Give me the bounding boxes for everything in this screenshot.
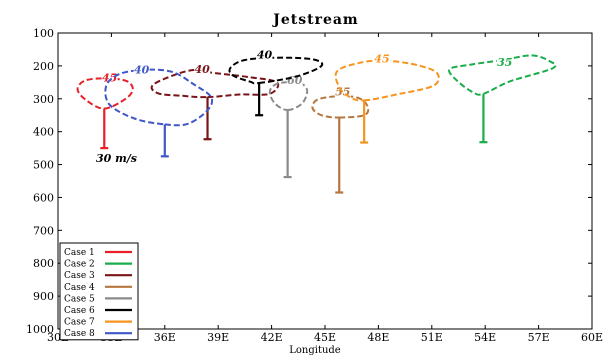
series-2: 35 bbox=[448, 54, 557, 144]
series-outline bbox=[150, 68, 280, 99]
series-value-label: 40 bbox=[134, 63, 150, 76]
legend-label: Case 8 bbox=[64, 329, 95, 339]
series-6: 40 bbox=[228, 48, 324, 117]
x-tick-label: 42E bbox=[261, 331, 283, 344]
y-tick-label: 400 bbox=[33, 126, 54, 139]
label-backdrop bbox=[373, 52, 390, 65]
series-outline bbox=[104, 68, 214, 127]
series-4: 55 bbox=[311, 85, 370, 194]
series-3: 40 bbox=[150, 63, 280, 141]
series-5: 60 bbox=[268, 73, 309, 179]
series-7: 45 bbox=[334, 52, 440, 144]
x-tick-label: 57E bbox=[528, 331, 550, 344]
y-tick-label: 900 bbox=[33, 290, 54, 303]
axis-ticks: 30E33E36E39E42E45E48E51E54E57E60E1002003… bbox=[26, 27, 603, 344]
legend-label: Case 7 bbox=[64, 318, 95, 328]
series-outline bbox=[448, 54, 557, 96]
series-8: 40 bbox=[104, 63, 214, 158]
series-value-label: 40 bbox=[195, 63, 211, 76]
y-tick-label: 100 bbox=[33, 27, 54, 40]
x-tick-label: 36E bbox=[154, 331, 176, 344]
x-tick-label: 48E bbox=[367, 331, 389, 344]
x-tick-label: 45E bbox=[314, 331, 336, 344]
legend-label: Case 4 bbox=[64, 283, 95, 293]
x-tick-label: 54E bbox=[474, 331, 496, 344]
series-outline bbox=[76, 77, 134, 110]
label-backdrop bbox=[133, 63, 150, 76]
y-tick-label: 1000 bbox=[26, 323, 54, 336]
label-backdrop bbox=[256, 48, 273, 61]
y-tick-label: 600 bbox=[33, 191, 54, 204]
series-1: 45 bbox=[76, 71, 134, 150]
chart-title: Jetstream bbox=[271, 12, 359, 28]
y-tick-label: 800 bbox=[33, 257, 54, 270]
series-value-label: 45 bbox=[102, 71, 117, 84]
legend-label: Case 1 bbox=[64, 248, 95, 258]
series-outline bbox=[228, 56, 324, 85]
legend-label: Case 6 bbox=[64, 306, 95, 316]
x-tick-label: 39E bbox=[207, 331, 229, 344]
legend-label: Case 2 bbox=[64, 260, 95, 270]
series-value-label: 45 bbox=[374, 53, 389, 66]
scale-annotation: 30 m/s bbox=[96, 152, 137, 165]
y-tick-label: 700 bbox=[33, 224, 54, 237]
label-backdrop bbox=[101, 71, 118, 84]
series-outline bbox=[268, 81, 309, 112]
series-outline bbox=[334, 59, 440, 102]
x-tick-label: 51E bbox=[421, 331, 443, 344]
legend-box bbox=[59, 242, 139, 341]
x-axis-label: Longitude bbox=[289, 345, 341, 356]
label-backdrop bbox=[496, 55, 513, 68]
legend-label: Case 3 bbox=[64, 271, 95, 281]
series-value-label: 35 bbox=[497, 56, 512, 69]
series-value-label: 40 bbox=[257, 48, 273, 61]
legend-label: Case 5 bbox=[64, 294, 95, 304]
y-tick-label: 200 bbox=[33, 60, 54, 73]
series-outline bbox=[311, 95, 370, 119]
label-backdrop bbox=[194, 63, 211, 76]
x-tick-label: 60E bbox=[581, 331, 603, 344]
y-tick-label: 300 bbox=[33, 93, 54, 106]
y-tick-label: 500 bbox=[33, 159, 54, 172]
